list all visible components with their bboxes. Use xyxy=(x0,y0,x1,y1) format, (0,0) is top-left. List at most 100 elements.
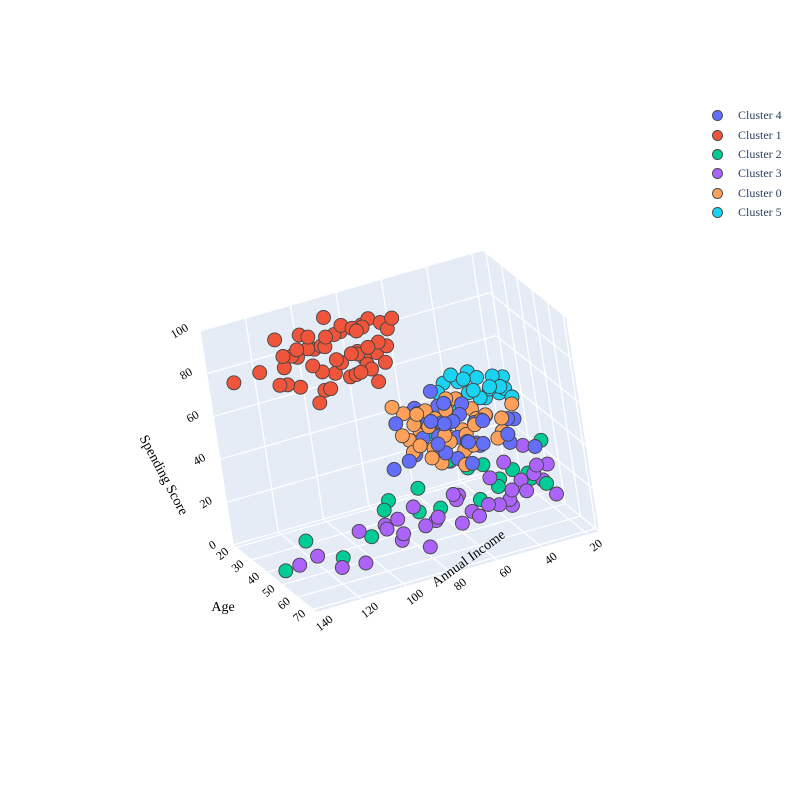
data-point-cluster-4 xyxy=(436,395,452,411)
data-point-cluster-0 xyxy=(424,450,440,466)
data-point-cluster-2 xyxy=(278,563,294,579)
z-gridline xyxy=(502,377,587,446)
data-point-cluster-1 xyxy=(300,329,316,345)
data-point-cluster-3 xyxy=(396,526,412,542)
z-tick-label: 80 xyxy=(177,365,194,383)
legend-item-cluster-4[interactable]: Cluster 4 xyxy=(705,106,782,125)
data-point-cluster-0 xyxy=(409,406,425,422)
z-tick-label: 60 xyxy=(184,407,201,425)
data-point-cluster-4 xyxy=(388,416,404,432)
x-tick-label: 60 xyxy=(496,562,514,580)
y-tick-label: 40 xyxy=(244,569,262,587)
legend-marker-icon xyxy=(711,206,724,219)
legend-label: Cluster 3 xyxy=(738,166,782,181)
legend-label: Cluster 2 xyxy=(738,146,782,161)
x-gridline xyxy=(244,317,279,533)
x-gridline xyxy=(277,531,362,600)
data-point-cluster-4 xyxy=(386,462,402,477)
tick-labels: 2040608010012014020304050607002040608010… xyxy=(168,320,605,634)
legend-item-cluster-3[interactable]: Cluster 3 xyxy=(705,164,782,183)
legend-label: Cluster 4 xyxy=(738,108,782,123)
data-point-cluster-2 xyxy=(539,475,554,491)
y-gridline xyxy=(516,277,551,492)
z-gridline xyxy=(495,335,580,404)
y-tick-label: 50 xyxy=(259,582,277,600)
y-gridline xyxy=(562,314,597,529)
z-tick-label: 20 xyxy=(197,493,214,511)
legend-item-cluster-1[interactable]: Cluster 1 xyxy=(705,125,782,144)
data-point-cluster-1 xyxy=(267,332,283,348)
data-point-cluster-2 xyxy=(364,529,380,545)
data-point-cluster-3 xyxy=(292,557,308,573)
y-gridline xyxy=(312,527,597,611)
data-point-cluster-4 xyxy=(430,436,446,452)
x-gridline xyxy=(199,330,234,546)
data-point-cluster-4 xyxy=(464,455,480,471)
data-point-cluster-3 xyxy=(422,539,438,555)
data-point-cluster-5 xyxy=(455,371,471,387)
z-gridline xyxy=(232,463,517,546)
x-gridline xyxy=(413,492,498,561)
data-point-cluster-5 xyxy=(482,379,497,395)
data-point-cluster-0 xyxy=(494,410,510,426)
data-point-cluster-4 xyxy=(527,439,543,454)
data-point-cluster-1 xyxy=(272,377,288,393)
data-point-cluster-1 xyxy=(289,342,305,358)
data-point-cluster-4 xyxy=(500,426,516,442)
data-point-cluster-3 xyxy=(334,560,350,575)
y-gridline xyxy=(297,515,581,598)
data-point-cluster-3 xyxy=(519,483,535,499)
data-point-cluster-5 xyxy=(443,367,459,383)
data-point-cluster-3 xyxy=(310,548,326,564)
data-point-cluster-4 xyxy=(475,413,491,429)
data-point-cluster-5 xyxy=(465,382,481,398)
x-tick-label: 40 xyxy=(542,549,560,567)
data-point-cluster-3 xyxy=(351,523,367,539)
data-point-cluster-1 xyxy=(360,339,376,355)
data-point-cluster-4 xyxy=(461,434,476,450)
data-point-cluster-1 xyxy=(384,310,400,326)
data-point-cluster-1 xyxy=(312,395,328,411)
data-point-cluster-4 xyxy=(422,383,438,399)
data-point-cluster-2 xyxy=(298,533,314,549)
data-point-cluster-5 xyxy=(469,370,485,385)
legend-item-cluster-5[interactable]: Cluster 5 xyxy=(705,203,782,222)
data-point-cluster-3 xyxy=(445,487,461,502)
data-points xyxy=(226,310,564,579)
data-point-cluster-1 xyxy=(371,374,387,390)
data-point-cluster-3 xyxy=(379,521,395,537)
data-point-cluster-4 xyxy=(475,436,491,451)
data-point-cluster-0 xyxy=(384,399,400,415)
data-point-cluster-2 xyxy=(410,480,426,496)
z-gridline xyxy=(199,249,484,332)
legend-label: Cluster 0 xyxy=(738,185,782,200)
data-point-cluster-1 xyxy=(328,352,344,368)
z-gridline xyxy=(489,292,574,361)
data-point-cluster-4 xyxy=(423,414,439,429)
y-axis-title: Age xyxy=(211,600,234,615)
legend-item-cluster-0[interactable]: Cluster 0 xyxy=(705,184,782,203)
legend-marker-icon xyxy=(711,148,724,161)
data-point-cluster-1 xyxy=(343,346,359,362)
z-gridline xyxy=(482,249,567,318)
data-point-cluster-1 xyxy=(316,310,331,325)
legend-item-cluster-2[interactable]: Cluster 2 xyxy=(705,145,782,164)
data-point-cluster-3 xyxy=(482,470,498,486)
data-point-cluster-1 xyxy=(226,375,242,391)
data-point-cluster-1 xyxy=(318,329,333,345)
data-point-cluster-1 xyxy=(252,365,268,381)
data-point-cluster-3 xyxy=(405,499,421,515)
data-point-cluster-3 xyxy=(481,497,496,512)
legend: Cluster 4 Cluster 1 Cluster 2 Cluster 3 Clus… xyxy=(705,106,782,222)
z-tick-label: 0 xyxy=(206,537,218,552)
data-point-cluster-0 xyxy=(394,428,410,444)
legend-marker-icon xyxy=(711,129,724,142)
data-point-cluster-3 xyxy=(496,454,512,470)
data-point-cluster-1 xyxy=(377,354,393,370)
data-point-cluster-1 xyxy=(323,381,339,397)
data-point-cluster-3 xyxy=(529,457,544,473)
z-tick-label: 40 xyxy=(190,450,207,468)
x-tick-label: 20 xyxy=(587,536,605,554)
x-tick-label: 140 xyxy=(313,612,336,634)
